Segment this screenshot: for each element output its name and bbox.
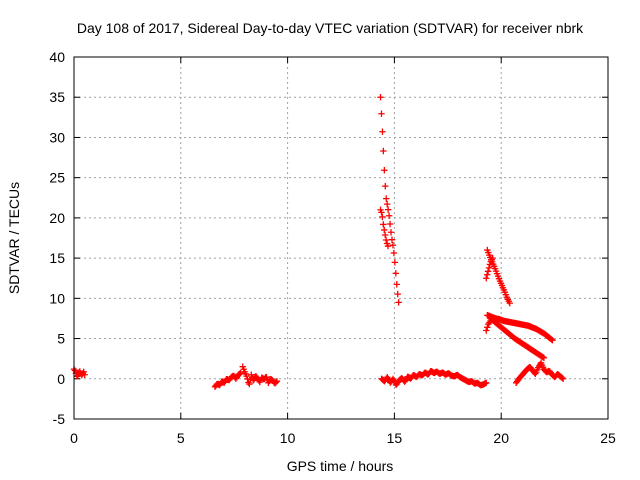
data-point — [390, 249, 398, 257]
data-point — [483, 379, 490, 386]
y-tick-label: 20 — [49, 210, 65, 226]
data-point — [548, 336, 555, 343]
data-point — [483, 271, 491, 278]
data-point — [381, 226, 388, 234]
data-point — [381, 167, 388, 174]
x-tick-label: 25 — [600, 430, 616, 446]
data-point — [392, 270, 400, 277]
data-point — [380, 221, 387, 228]
data-point — [387, 229, 395, 236]
data-point — [248, 371, 255, 378]
data-point — [379, 213, 386, 221]
data-point — [377, 94, 384, 101]
data-point — [389, 241, 397, 249]
data-point — [80, 368, 87, 376]
y-tick-label: 10 — [49, 290, 65, 306]
y-tick-label: 0 — [57, 371, 65, 387]
data-point — [487, 317, 494, 325]
data-point — [559, 375, 567, 382]
plot-frame — [73, 56, 609, 420]
x-tick-label: 15 — [387, 430, 403, 446]
marker-layer — [70, 94, 567, 391]
data-point — [81, 371, 88, 378]
data-point — [483, 327, 490, 334]
data-point — [384, 206, 392, 213]
chart-title: Day 108 of 2017, Sidereal Day-to-day VTE… — [77, 20, 584, 36]
data-point — [388, 236, 396, 243]
y-axis-label: SDTVAR / TECUs — [6, 182, 22, 294]
data-point — [485, 264, 493, 272]
y-tick-label: 35 — [49, 89, 65, 105]
data-point — [558, 374, 566, 382]
data-point — [380, 147, 387, 155]
data-point — [395, 299, 402, 306]
data-point — [249, 377, 257, 384]
data-point — [378, 110, 385, 117]
data-point — [246, 380, 253, 388]
data-point — [391, 259, 399, 266]
data-point — [382, 236, 390, 244]
grid-layer — [74, 57, 608, 419]
data-point — [273, 377, 281, 385]
data-point — [237, 369, 244, 377]
data-point — [263, 373, 270, 381]
x-tick-label: 0 — [70, 430, 78, 446]
data-point — [484, 268, 492, 275]
y-tick-label: 40 — [49, 49, 65, 65]
data-point — [236, 370, 243, 378]
data-point — [483, 275, 490, 282]
data-point — [506, 299, 513, 307]
y-tick-label: -5 — [53, 411, 66, 427]
x-tick-label: 5 — [177, 430, 185, 446]
data-point — [386, 220, 394, 228]
data-point — [394, 290, 401, 298]
data-point — [384, 242, 392, 250]
data-point — [383, 195, 390, 202]
x-tick-label: 10 — [280, 430, 296, 446]
data-point — [243, 372, 250, 380]
data-point — [484, 324, 491, 331]
data-point — [549, 336, 556, 344]
data-point — [393, 281, 400, 288]
y-tick-label: 5 — [57, 331, 65, 347]
data-point — [540, 354, 548, 362]
y-tick-label: 25 — [49, 170, 65, 186]
x-tick-label: 20 — [493, 430, 509, 446]
data-point — [382, 182, 389, 190]
data-point — [385, 212, 393, 219]
data-point — [489, 254, 496, 262]
y-tick-label: 15 — [49, 250, 65, 266]
data-point — [384, 200, 391, 208]
y-tick-label: 30 — [49, 129, 65, 145]
data-point — [381, 231, 389, 239]
data-point — [272, 379, 280, 386]
data-point — [379, 128, 386, 135]
x-axis-label: GPS time / hours — [287, 458, 394, 474]
data-point — [378, 209, 385, 216]
data-point — [486, 261, 494, 268]
data-point — [73, 373, 81, 380]
